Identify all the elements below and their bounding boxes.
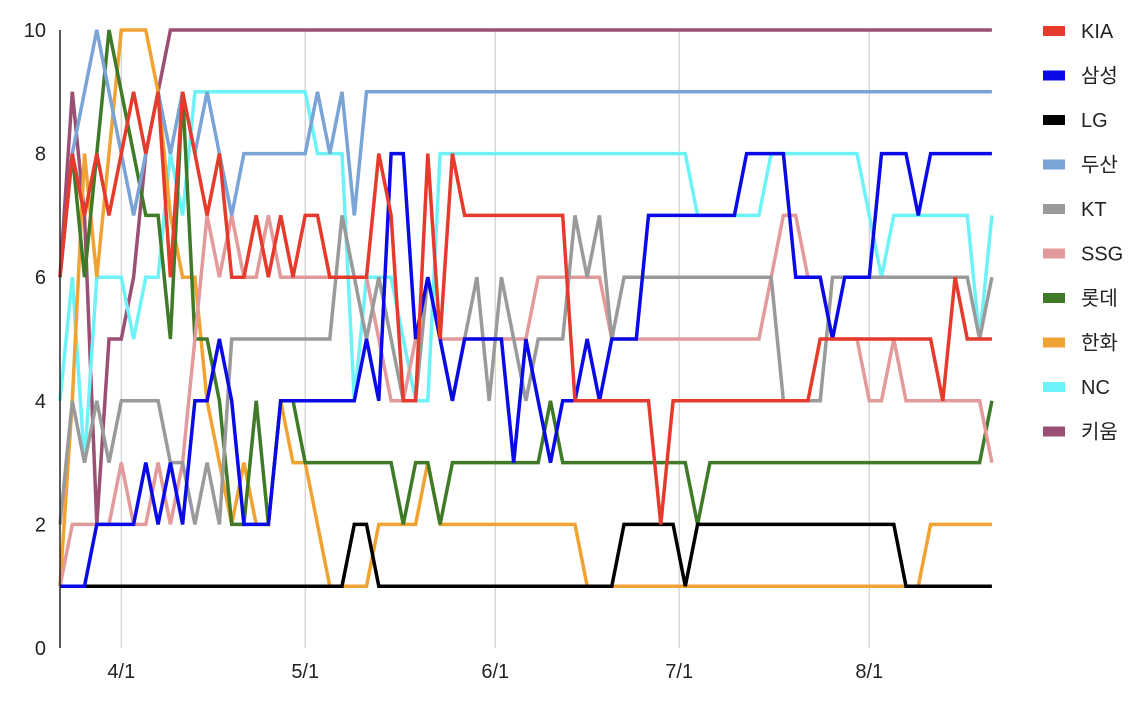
legend-swatch — [1043, 248, 1065, 259]
axes: 4/1 5/1 6/1 7/1 8/1 0 2 4 6 8 10 — [24, 20, 883, 683]
legend-swatch — [1043, 26, 1065, 36]
y-tick-label: 0 — [35, 638, 46, 660]
y-tick-label: 4 — [35, 391, 46, 413]
series-line-키움 — [58, 28, 992, 525]
y-tick-label: 2 — [35, 514, 46, 536]
x-tick-label: 7/1 — [665, 661, 693, 683]
legend-label: KIA — [1081, 21, 1114, 43]
series-line-NC — [58, 90, 994, 463]
y-tick-label: 10 — [24, 20, 46, 42]
legend-label: SSG — [1081, 244, 1123, 266]
legend-swatch — [1043, 426, 1065, 437]
series-line-롯데 — [58, 29, 994, 527]
legend-label: 키움 — [1081, 421, 1118, 444]
series-line-삼성 — [60, 151, 992, 588]
legend-label: LG — [1081, 110, 1108, 132]
legend-swatch — [1043, 293, 1065, 303]
series-line-KT — [58, 215, 994, 525]
x-tick-label: 8/1 — [855, 661, 883, 683]
x-tick-label: 6/1 — [481, 661, 509, 683]
legend-swatch — [1043, 204, 1065, 214]
y-tick-label: 8 — [35, 144, 46, 166]
series-line-한화 — [58, 28, 992, 588]
series-line-두산 — [58, 29, 992, 278]
legend-swatch — [1043, 159, 1065, 170]
legend-label: 롯데 — [1081, 287, 1118, 310]
x-tick-label: 4/1 — [107, 661, 135, 683]
legend-label: 삼성 — [1081, 65, 1118, 88]
legend-label: NC — [1081, 377, 1110, 399]
legend-swatch — [1043, 70, 1065, 81]
series-line-LG — [60, 522, 992, 588]
y-tick-label: 6 — [35, 267, 46, 289]
legend-label: 두산 — [1081, 154, 1118, 177]
legend-swatch — [1043, 337, 1065, 348]
series-lines — [58, 28, 994, 588]
legend-swatch — [1043, 382, 1065, 392]
legend-swatch — [1043, 115, 1065, 125]
series-line-KIA — [58, 91, 992, 525]
legend-label: KT — [1081, 199, 1107, 221]
legend-label: 한화 — [1081, 332, 1118, 355]
x-tick-label: 5/1 — [291, 661, 319, 683]
